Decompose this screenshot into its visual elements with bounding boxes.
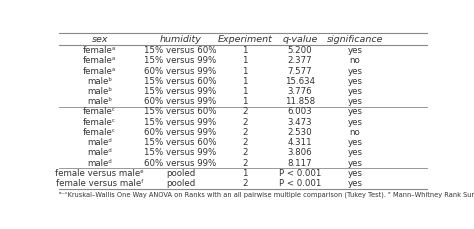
- Text: 1: 1: [242, 67, 247, 76]
- Text: 4.311: 4.311: [288, 138, 312, 147]
- Text: maleᵈ: maleᵈ: [87, 138, 112, 147]
- Text: 2: 2: [242, 148, 247, 157]
- Text: P < 0.001: P < 0.001: [279, 179, 321, 188]
- Text: femaleᶜ: femaleᶜ: [83, 118, 116, 127]
- Text: yes: yes: [347, 77, 363, 86]
- Text: 11.858: 11.858: [285, 97, 315, 106]
- Text: pooled: pooled: [166, 179, 195, 188]
- Text: 15% versus 99%: 15% versus 99%: [145, 118, 217, 127]
- Text: 2.377: 2.377: [288, 56, 312, 65]
- Text: 15% versus 60%: 15% versus 60%: [144, 77, 217, 86]
- Text: yes: yes: [347, 138, 363, 147]
- Text: 2: 2: [242, 128, 247, 137]
- Text: sex: sex: [91, 35, 108, 44]
- Text: 2: 2: [242, 158, 247, 168]
- Text: 60% versus 99%: 60% versus 99%: [145, 128, 217, 137]
- Text: 60% versus 99%: 60% versus 99%: [145, 97, 217, 106]
- Text: 15% versus 99%: 15% versus 99%: [145, 56, 217, 65]
- Text: 1: 1: [242, 97, 247, 106]
- Text: no: no: [350, 128, 360, 137]
- Text: 15.634: 15.634: [285, 77, 315, 86]
- Text: 2: 2: [242, 138, 247, 147]
- Text: q-value: q-value: [282, 35, 318, 44]
- Text: 3.776: 3.776: [288, 87, 312, 96]
- Text: maleᵇ: maleᵇ: [87, 97, 112, 106]
- Text: femaleᵃ: femaleᵃ: [83, 67, 116, 76]
- Text: yes: yes: [347, 179, 363, 188]
- Text: 15% versus 60%: 15% versus 60%: [144, 138, 217, 147]
- Text: yes: yes: [347, 158, 363, 168]
- Text: 3.473: 3.473: [288, 118, 312, 127]
- Text: 60% versus 99%: 60% versus 99%: [145, 158, 217, 168]
- Text: 1: 1: [242, 87, 247, 96]
- Text: 1: 1: [242, 77, 247, 86]
- Text: yes: yes: [347, 107, 363, 116]
- Text: 2.530: 2.530: [288, 128, 312, 137]
- Text: Experiment: Experiment: [217, 35, 272, 44]
- Text: maleᵈ: maleᵈ: [87, 148, 112, 157]
- Text: yes: yes: [347, 67, 363, 76]
- Text: 6.003: 6.003: [288, 107, 312, 116]
- Text: femaleᶜ: femaleᶜ: [83, 128, 116, 137]
- Text: 7.577: 7.577: [288, 67, 312, 76]
- Text: 1: 1: [242, 56, 247, 65]
- Text: female versus maleᵉ: female versus maleᵉ: [55, 169, 144, 178]
- Text: significance: significance: [327, 35, 383, 44]
- Text: maleᵈ: maleᵈ: [87, 158, 112, 168]
- Text: yes: yes: [347, 97, 363, 106]
- Text: 2: 2: [242, 179, 247, 188]
- Text: femaleᵃ: femaleᵃ: [83, 56, 116, 65]
- Text: maleᵇ: maleᵇ: [87, 87, 112, 96]
- Text: yes: yes: [347, 169, 363, 178]
- Text: 2: 2: [242, 118, 247, 127]
- Text: femaleᶜ: femaleᶜ: [83, 107, 116, 116]
- Text: 15% versus 60%: 15% versus 60%: [144, 107, 217, 116]
- Text: 2: 2: [242, 107, 247, 116]
- Text: yes: yes: [347, 87, 363, 96]
- Text: female versus maleᶠ: female versus maleᶠ: [56, 179, 144, 188]
- Text: 15% versus 60%: 15% versus 60%: [144, 46, 217, 55]
- Text: 5.200: 5.200: [288, 46, 312, 55]
- Text: humidity: humidity: [160, 35, 201, 44]
- Text: no: no: [350, 56, 360, 65]
- Text: ᵃ⁻ᶜKruskal–Wallis One Way ANOVA on Ranks with an all pairwise multiple compariso: ᵃ⁻ᶜKruskal–Wallis One Way ANOVA on Ranks…: [59, 192, 474, 198]
- Text: yes: yes: [347, 118, 363, 127]
- Text: 60% versus 99%: 60% versus 99%: [145, 67, 217, 76]
- Text: maleᵇ: maleᵇ: [87, 77, 112, 86]
- Text: yes: yes: [347, 148, 363, 157]
- Text: yes: yes: [347, 46, 363, 55]
- Text: 15% versus 99%: 15% versus 99%: [145, 148, 217, 157]
- Text: femaleᵃ: femaleᵃ: [83, 46, 116, 55]
- Text: 8.117: 8.117: [288, 158, 312, 168]
- Text: P < 0.001: P < 0.001: [279, 169, 321, 178]
- Text: 15% versus 99%: 15% versus 99%: [145, 87, 217, 96]
- Text: pooled: pooled: [166, 169, 195, 178]
- Text: 1: 1: [242, 169, 247, 178]
- Text: 1: 1: [242, 46, 247, 55]
- Text: 3.806: 3.806: [288, 148, 312, 157]
